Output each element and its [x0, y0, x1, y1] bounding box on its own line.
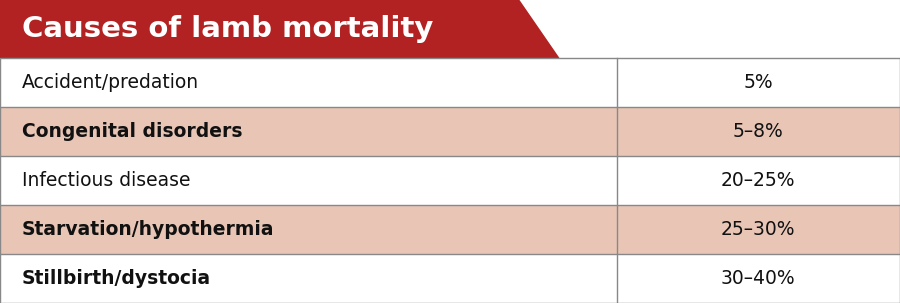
Bar	[0, 205, 900, 254]
Text: Congenital disorders: Congenital disorders	[22, 122, 242, 141]
Bar	[0, 107, 900, 156]
Text: Stillbirth/dystocia: Stillbirth/dystocia	[22, 269, 211, 288]
Text: 20–25%: 20–25%	[721, 171, 796, 190]
Polygon shape	[0, 0, 560, 58]
Text: Infectious disease: Infectious disease	[22, 171, 190, 190]
Text: 5–8%: 5–8%	[733, 122, 784, 141]
Bar	[0, 156, 900, 205]
Text: Accident/predation: Accident/predation	[22, 73, 199, 92]
Text: 30–40%: 30–40%	[721, 269, 796, 288]
Text: Starvation/hypothermia: Starvation/hypothermia	[22, 220, 274, 239]
Bar	[0, 58, 900, 107]
Text: 5%: 5%	[743, 73, 773, 92]
Text: 25–30%: 25–30%	[721, 220, 796, 239]
Bar	[0, 254, 900, 303]
Bar	[0, 58, 900, 303]
Text: Causes of lamb mortality: Causes of lamb mortality	[22, 15, 433, 43]
